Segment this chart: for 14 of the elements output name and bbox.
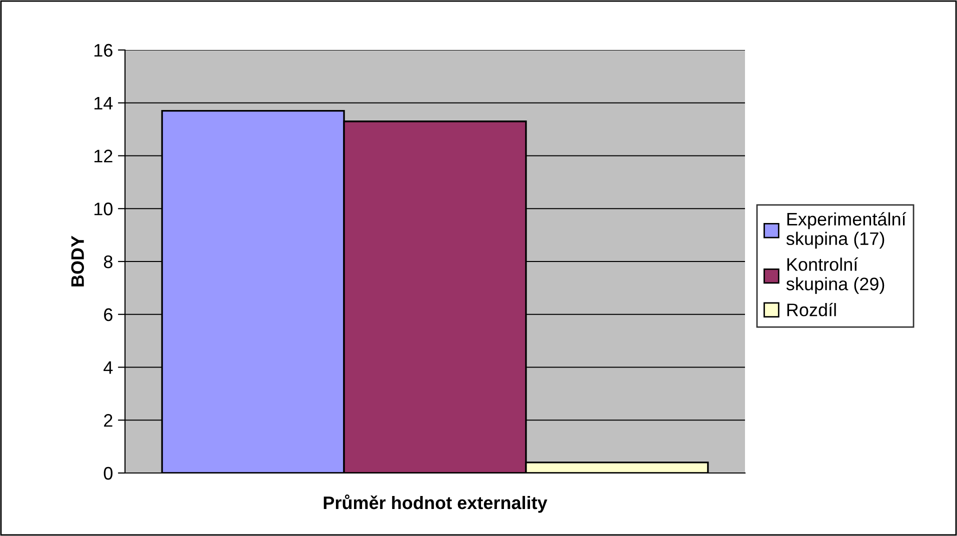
legend-label: Experimentální skupina (17) (786, 212, 906, 249)
y-axis-title: BODY (71, 236, 84, 286)
y-tick-label: 12 (94, 150, 112, 162)
y-tick-label: 4 (104, 361, 113, 374)
y-tick-label: 16 (94, 44, 112, 57)
y-tick-label: 14 (94, 96, 113, 110)
y-tick-label: 10 (94, 202, 112, 216)
y-tick-label: 2 (104, 414, 112, 427)
y-tick-label: 8 (104, 255, 112, 268)
legend-label: Kontrolní skupina (29) (786, 257, 884, 294)
y-tick-label: 0 (104, 466, 112, 480)
legend-label: Rozdíl (787, 302, 836, 316)
y-tick-label: 6 (104, 308, 112, 322)
x-axis-title: Průměr hodnot externality (324, 494, 548, 513)
